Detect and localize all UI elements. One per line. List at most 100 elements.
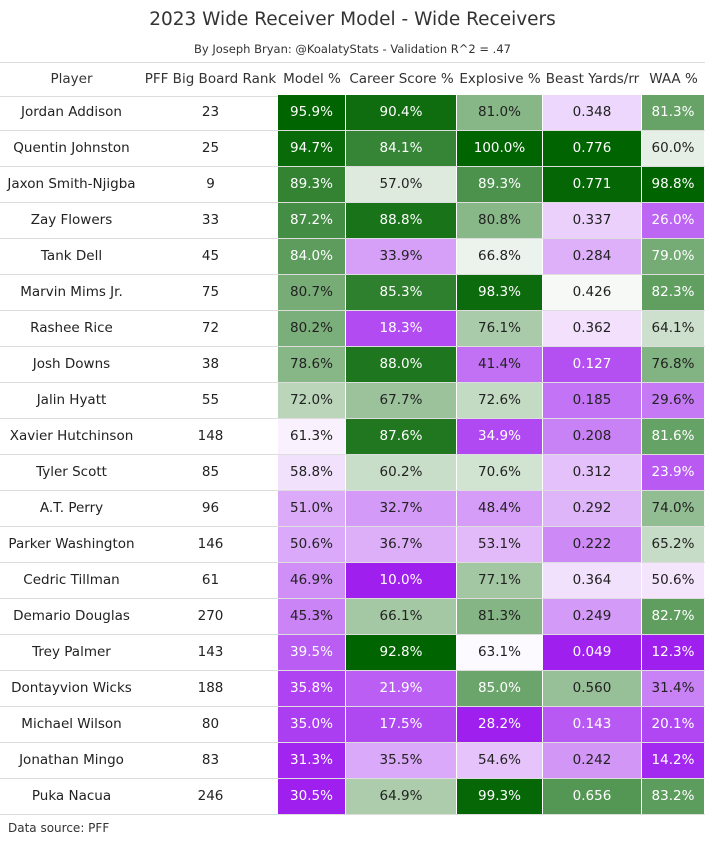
cell-rank: 9 xyxy=(206,176,215,192)
cell-rank: 61 xyxy=(201,572,220,588)
cell-career: 57.0% xyxy=(346,167,457,202)
cell-model: 87.2% xyxy=(278,203,346,238)
cell-beast: 0.362 xyxy=(543,311,642,346)
header-row: Player PFF Big Board Rank Model % Career… xyxy=(0,62,705,97)
cell-beast: 0.560 xyxy=(543,671,642,706)
cell-beast: 0.127 xyxy=(543,347,642,382)
cell-career: 21.9% xyxy=(346,671,457,706)
cell-waa: 81.6% xyxy=(642,419,705,454)
cell-beast: 0.348 xyxy=(543,95,642,130)
cell-player: Trey Palmer xyxy=(32,644,111,660)
cell-explosive: 77.1% xyxy=(457,563,543,598)
cell-explosive: 99.3% xyxy=(457,779,543,814)
cell-model: 80.2% xyxy=(278,311,346,346)
cell-explosive: 66.8% xyxy=(457,239,543,274)
cell-career: 87.6% xyxy=(346,419,457,454)
cell-model: 84.0% xyxy=(278,239,346,274)
table-row: Michael Wilson 80 35.0% 17.5% 28.2% 0.143 20.1… xyxy=(0,707,705,743)
cell-explosive: 98.3% xyxy=(457,275,543,310)
cell-waa: 14.2% xyxy=(642,743,705,778)
cell-career: 67.7% xyxy=(346,383,457,418)
header-beast: Beast Yards/rr xyxy=(545,71,640,87)
cell-model: 35.0% xyxy=(278,707,346,742)
cell-model: 94.7% xyxy=(278,131,346,166)
cell-player: Josh Downs xyxy=(32,356,111,372)
cell-beast: 0.049 xyxy=(543,635,642,670)
cell-model: 39.5% xyxy=(278,635,346,670)
cell-model: 46.9% xyxy=(278,563,346,598)
cell-rank: 270 xyxy=(197,608,224,624)
table-row: A.T. Perry 96 51.0% 32.7% 48.4% 0.292 74.0% xyxy=(0,491,705,527)
cell-beast: 0.312 xyxy=(543,455,642,490)
cell-explosive: 81.0% xyxy=(457,95,543,130)
cell-model: 95.9% xyxy=(278,95,346,130)
cell-player: Cedric Tillman xyxy=(23,572,120,588)
cell-player: Jaxon Smith-Njigba xyxy=(7,176,136,192)
cell-beast: 0.284 xyxy=(543,239,642,274)
table-row: Tank Dell 45 84.0% 33.9% 66.8% 0.284 79.0% xyxy=(0,239,705,275)
cell-beast: 0.364 xyxy=(543,563,642,598)
cell-rank: 55 xyxy=(201,392,220,408)
cell-beast: 0.242 xyxy=(543,743,642,778)
table-row: Xavier Hutchinson 148 61.3% 87.6% 34.9% 0.208… xyxy=(0,419,705,455)
table-row: Puka Nacua 246 30.5% 64.9% 99.3% 0.656 83.2% xyxy=(0,779,705,815)
cell-beast: 0.143 xyxy=(543,707,642,742)
cell-career: 90.4% xyxy=(346,95,457,130)
cell-career: 10.0% xyxy=(346,563,457,598)
cell-player: Dontayvion Wicks xyxy=(11,680,132,696)
cell-rank: 83 xyxy=(201,752,220,768)
cell-model: 50.6% xyxy=(278,527,346,562)
table-row: Trey Palmer 143 39.5% 92.8% 63.1% 0.049 12.3% xyxy=(0,635,705,671)
cell-model: 30.5% xyxy=(278,779,346,814)
cell-player: Puka Nacua xyxy=(31,788,112,804)
cell-explosive: 48.4% xyxy=(457,491,543,526)
cell-player: A.T. Perry xyxy=(39,500,104,516)
cell-beast: 0.292 xyxy=(543,491,642,526)
cell-waa: 50.6% xyxy=(642,563,705,598)
cell-model: 31.3% xyxy=(278,743,346,778)
cell-waa: 12.3% xyxy=(642,635,705,670)
cell-career: 64.9% xyxy=(346,779,457,814)
cell-waa: 81.3% xyxy=(642,95,705,130)
cell-player: Jordan Addison xyxy=(21,104,122,120)
cell-waa: 31.4% xyxy=(642,671,705,706)
cell-waa: 64.1% xyxy=(642,311,705,346)
cell-player: Xavier Hutchinson xyxy=(9,428,134,444)
table-row: Demario Douglas 270 45.3% 66.1% 81.3% 0.249 82… xyxy=(0,599,705,635)
cell-waa: 79.0% xyxy=(642,239,705,274)
table-row: Marvin Mims Jr. 75 80.7% 85.3% 98.3% 0.426 82.… xyxy=(0,275,705,311)
cell-rank: 246 xyxy=(197,788,224,804)
header-career: Career Score % xyxy=(349,71,454,87)
cell-waa: 23.9% xyxy=(642,455,705,490)
cell-rank: 45 xyxy=(201,248,220,264)
cell-rank: 72 xyxy=(201,320,220,336)
table-row: Jonathan Mingo 83 31.3% 35.5% 54.6% 0.242 14.2… xyxy=(0,743,705,779)
cell-rank: 146 xyxy=(197,536,224,552)
table-row: Parker Washington 146 50.6% 36.7% 53.1% 0.222… xyxy=(0,527,705,563)
table-row: Rashee Rice 72 80.2% 18.3% 76.1% 0.362 64.1% xyxy=(0,311,705,347)
cell-model: 58.8% xyxy=(278,455,346,490)
cell-career: 35.5% xyxy=(346,743,457,778)
cell-model: 45.3% xyxy=(278,599,346,634)
header-waa: WAA % xyxy=(649,71,698,87)
cell-explosive: 80.8% xyxy=(457,203,543,238)
cell-beast: 0.656 xyxy=(543,779,642,814)
table-row: Dontayvion Wicks 188 35.8% 21.9% 85.0% 0.560 3… xyxy=(0,671,705,707)
cell-player: Parker Washington xyxy=(8,536,135,552)
cell-career: 32.7% xyxy=(346,491,457,526)
cell-explosive: 70.6% xyxy=(457,455,543,490)
table-row: Zay Flowers 33 87.2% 88.8% 80.8% 0.337 26.0% xyxy=(0,203,705,239)
cell-explosive: 76.1% xyxy=(457,311,543,346)
cell-model: 51.0% xyxy=(278,491,346,526)
cell-career: 88.8% xyxy=(346,203,457,238)
cell-model: 35.8% xyxy=(278,671,346,706)
cell-model: 78.6% xyxy=(278,347,346,382)
cell-waa: 82.3% xyxy=(642,275,705,310)
table-title: 2023 Wide Receiver Model - Wide Receiver… xyxy=(149,9,556,30)
cell-rank: 23 xyxy=(201,104,220,120)
table-subtitle: By Joseph Bryan: @KoalatyStats - Validat… xyxy=(194,42,511,56)
cell-rank: 188 xyxy=(197,680,224,696)
cell-explosive: 100.0% xyxy=(457,131,543,166)
table-row: Cedric Tillman 61 46.9% 10.0% 77.1% 0.364 50.6… xyxy=(0,563,705,599)
